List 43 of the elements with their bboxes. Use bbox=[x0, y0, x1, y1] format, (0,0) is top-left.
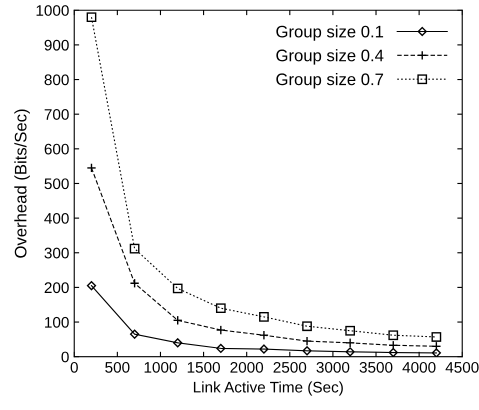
point bbox=[259, 344, 269, 354]
point bbox=[130, 330, 140, 339]
x-tick-label: 3500 bbox=[360, 362, 392, 373]
x-tick-label: 2000 bbox=[230, 362, 264, 373]
x-tick-label: 0 bbox=[70, 362, 78, 373]
legend-label: Group size 0.1 bbox=[276, 25, 384, 41]
y-tick-label: 600 bbox=[44, 144, 69, 155]
point bbox=[388, 348, 398, 357]
point bbox=[86, 281, 96, 290]
x-tick-label: 500 bbox=[105, 362, 130, 373]
point bbox=[216, 344, 226, 354]
x-tick-label: 1500 bbox=[188, 362, 220, 373]
y-tick-label: 700 bbox=[44, 109, 69, 120]
point bbox=[346, 347, 355, 356]
y-tick-label: 200 bbox=[44, 282, 69, 294]
point bbox=[259, 312, 269, 322]
y-tick-label: 1000 bbox=[36, 5, 69, 16]
x-tick-label: 4000 bbox=[402, 362, 436, 373]
point bbox=[302, 321, 312, 332]
x-tick-label: 2500 bbox=[274, 362, 306, 373]
y-tick-label: 0 bbox=[61, 352, 69, 362]
y-tick-label: 300 bbox=[44, 248, 69, 258]
y-tick-label: 900 bbox=[44, 40, 69, 51]
legend-label: Group size 0.4 bbox=[276, 49, 384, 65]
legend-label: Group size 0.7 bbox=[276, 72, 384, 89]
y-tick-label: 100 bbox=[45, 316, 69, 328]
x-tick-label: 3000 bbox=[316, 362, 350, 373]
y-axis-title: Overhead (Bits/Sec) bbox=[14, 109, 30, 258]
point bbox=[216, 303, 226, 314]
point bbox=[302, 346, 312, 356]
y-tick-label: 400 bbox=[44, 212, 69, 224]
point bbox=[388, 330, 398, 340]
point bbox=[173, 338, 182, 348]
x-tick-label: 1000 bbox=[144, 362, 177, 373]
point bbox=[172, 284, 183, 294]
x-axis-title: Link Active Time (Sec) bbox=[194, 381, 343, 396]
point bbox=[86, 12, 96, 22]
y-tick-label: 800 bbox=[44, 74, 69, 86]
point bbox=[432, 332, 442, 342]
y-tick-label: 500 bbox=[44, 178, 69, 190]
x-tick-label: 4500 bbox=[446, 362, 479, 373]
point bbox=[345, 326, 356, 336]
point bbox=[130, 244, 140, 254]
